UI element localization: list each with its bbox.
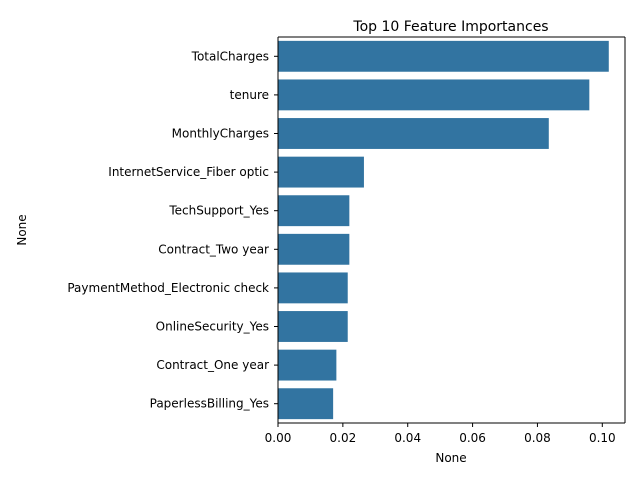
y-tick-label-4: TechSupport_Yes [168, 204, 269, 218]
x-tick-label-5: 0.10 [589, 431, 616, 445]
bar-0 [278, 40, 609, 72]
x-tick-label-1: 0.02 [330, 431, 357, 445]
bar-9 [278, 388, 334, 420]
x-tick-label-4: 0.08 [524, 431, 551, 445]
bar-6 [278, 272, 348, 304]
y-tick-label-6: PaymentMethod_Electronic check [67, 281, 269, 295]
bar-1 [278, 79, 590, 111]
y-tick-label-9: PaperlessBilling_Yes [150, 397, 269, 411]
y-tick-label-0: TotalCharges [191, 49, 269, 63]
y-tick-label-8: Contract_One year [156, 358, 269, 372]
y-axis-label: None [15, 214, 29, 245]
y-tick-label-5: Contract_Two year [158, 242, 269, 256]
y-tick-label-1: tenure [230, 88, 269, 102]
x-tick-label-3: 0.06 [459, 431, 486, 445]
bar-4 [278, 195, 350, 227]
x-tick-label-0: 0.00 [265, 431, 292, 445]
x-ticks-group: 0.00 0.02 0.04 0.06 0.08 0.10 [265, 423, 616, 445]
x-tick-label-2: 0.04 [394, 431, 421, 445]
y-ticks-group: TotalCharges tenure MonthlyCharges Internet… [67, 49, 278, 411]
bar-7 [278, 311, 348, 342]
bar-2 [278, 118, 549, 149]
bars-group [278, 40, 609, 420]
bar-5 [278, 233, 350, 265]
y-tick-label-2: MonthlyCharges [172, 127, 269, 141]
x-axis-label: None [435, 451, 466, 465]
bar-8 [278, 349, 337, 381]
chart-title: Top 10 Feature Importances [352, 19, 548, 35]
y-tick-label-3: InternetService_Fiber optic [108, 165, 269, 179]
bar-3 [278, 156, 364, 188]
y-tick-label-7: OnlineSecurity_Yes [156, 320, 269, 334]
